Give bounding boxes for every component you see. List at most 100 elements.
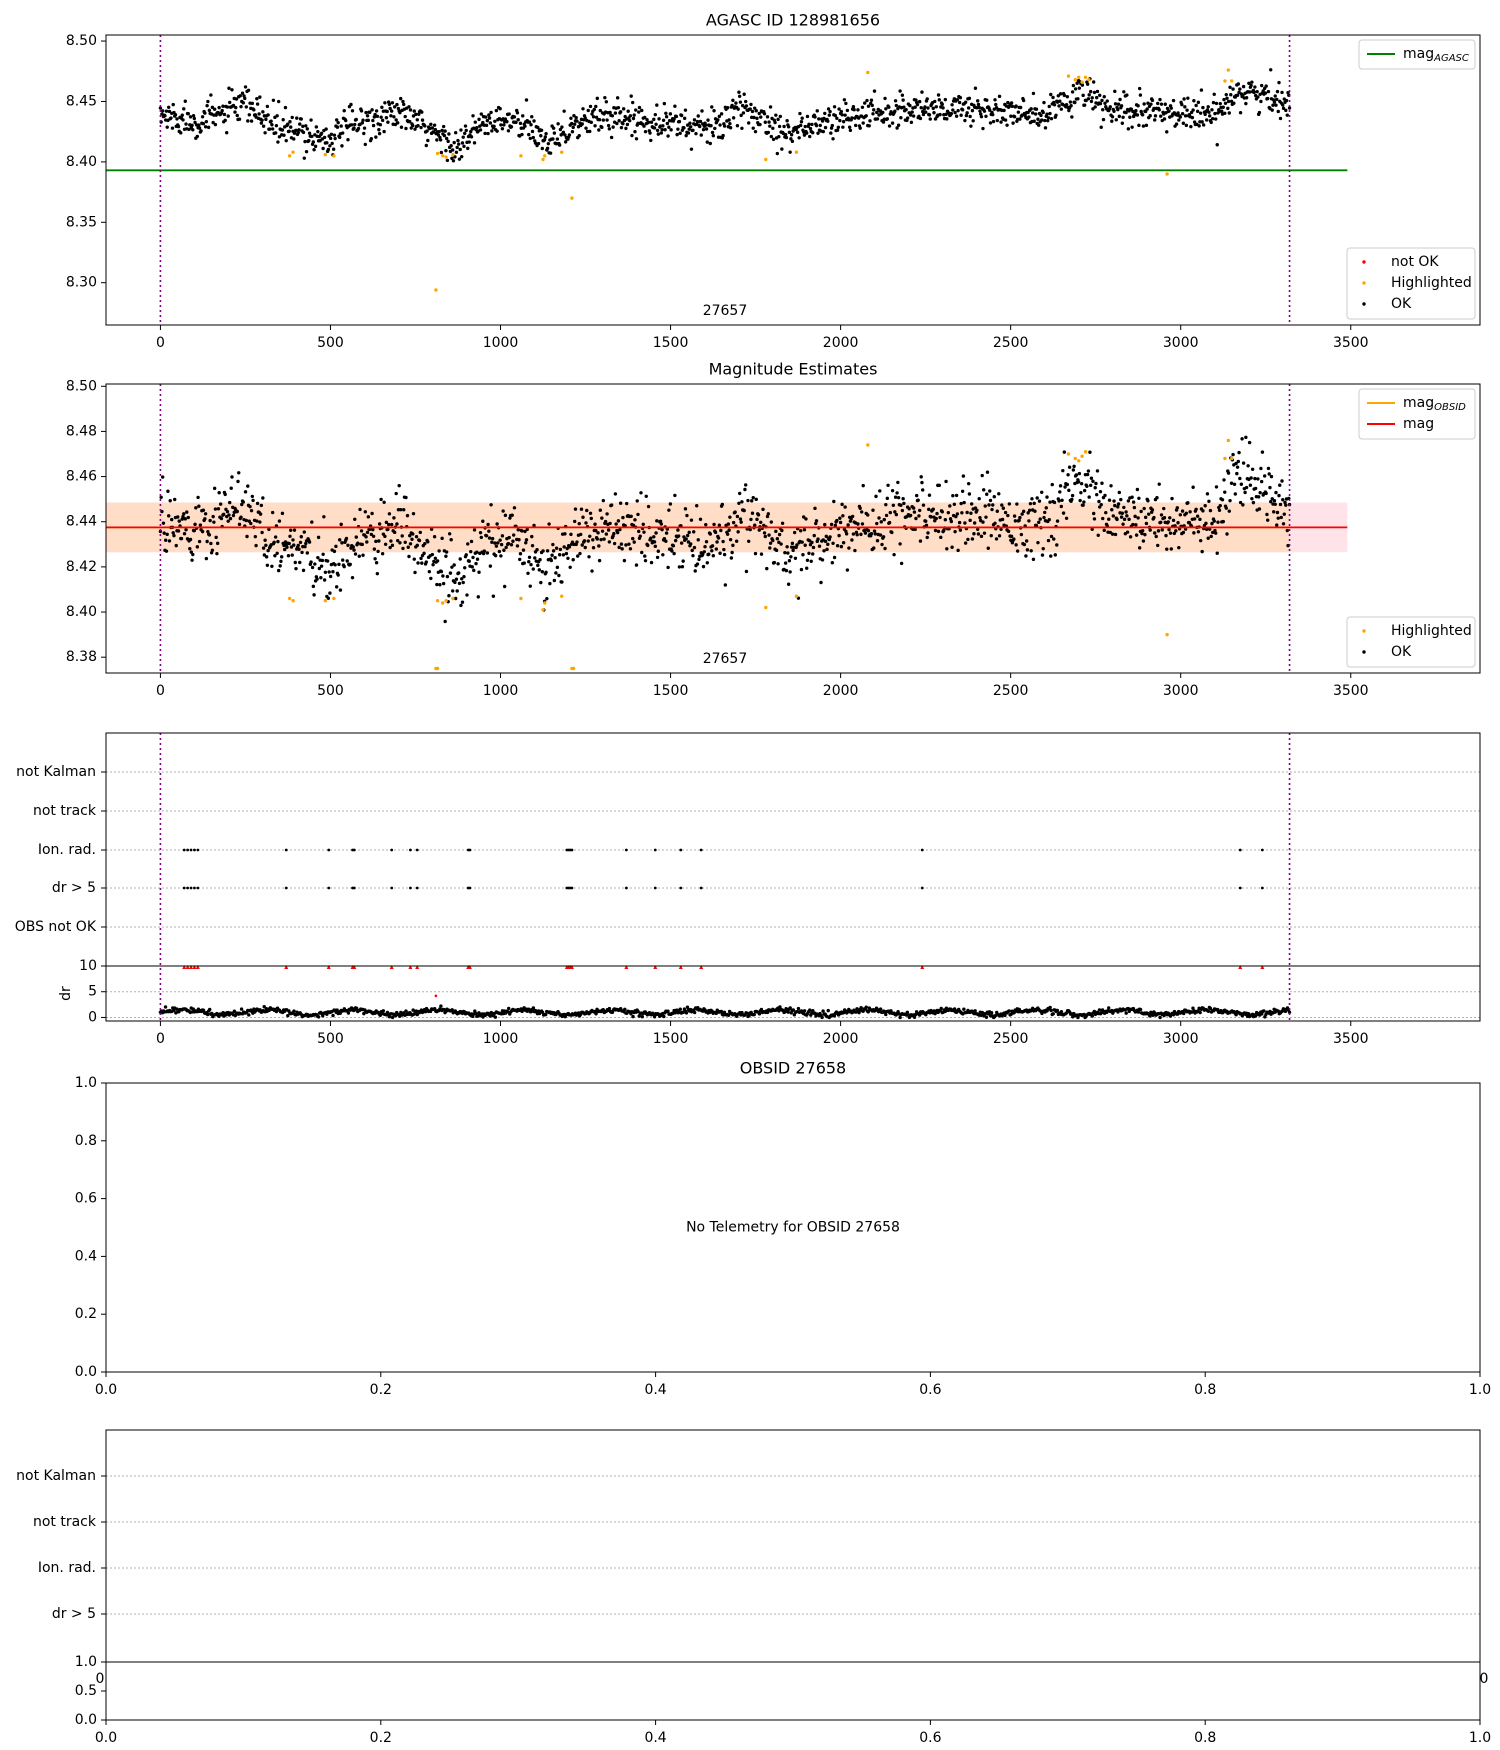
data-point-ok bbox=[279, 555, 284, 559]
data-point-ok bbox=[225, 105, 230, 109]
data-point-ok bbox=[312, 148, 316, 152]
data-point-ok bbox=[856, 108, 860, 112]
data-point-ok bbox=[919, 475, 923, 479]
data-point-ok bbox=[1279, 515, 1283, 520]
data-point-ok bbox=[267, 127, 272, 131]
data-point-ok bbox=[805, 114, 810, 119]
data-point-ok bbox=[880, 542, 884, 547]
data-point-ok bbox=[666, 134, 670, 138]
data-point-ok bbox=[896, 495, 901, 500]
data-point-ok bbox=[769, 134, 774, 139]
data-point-ok bbox=[170, 517, 174, 522]
dr-point bbox=[640, 1015, 644, 1019]
data-point-ok bbox=[829, 131, 833, 135]
data-point-ok bbox=[882, 517, 886, 522]
x-tick-label: 1000 bbox=[483, 335, 519, 351]
data-point-ok bbox=[783, 561, 788, 565]
x-tick-label: 1000 bbox=[483, 1031, 519, 1047]
data-point-ok bbox=[311, 140, 316, 144]
data-point-ok bbox=[588, 534, 592, 538]
data-point-ok bbox=[291, 538, 295, 542]
data-point-ok bbox=[332, 133, 337, 137]
data-point-ok bbox=[1188, 510, 1192, 514]
data-point-ok bbox=[529, 562, 533, 567]
data-point-ok bbox=[856, 116, 861, 120]
data-point-ok bbox=[380, 105, 384, 109]
data-point-ok bbox=[1099, 502, 1103, 507]
data-point-ok bbox=[488, 564, 493, 568]
data-point-ok bbox=[762, 112, 767, 116]
data-point-ok bbox=[352, 548, 356, 552]
data-point-ok bbox=[239, 515, 243, 519]
data-point-ok bbox=[701, 564, 706, 569]
data-point-ok bbox=[1208, 508, 1213, 513]
data-point-ok bbox=[1095, 469, 1100, 473]
data-point-ok bbox=[1199, 88, 1204, 92]
data-point-ok bbox=[392, 115, 396, 119]
data-point-ok bbox=[844, 101, 848, 106]
data-point-ok bbox=[275, 551, 279, 556]
data-point-ok bbox=[1222, 97, 1226, 102]
data-point-ok bbox=[1040, 490, 1044, 494]
data-point-ok bbox=[712, 109, 716, 113]
data-point-ok bbox=[1073, 87, 1078, 91]
flag-point bbox=[1238, 886, 1242, 890]
data-point-ok bbox=[504, 545, 508, 550]
data-point-ok bbox=[927, 493, 932, 497]
data-point-ok bbox=[1107, 517, 1111, 521]
data-point-ok bbox=[1255, 89, 1259, 94]
data-point-ok bbox=[1070, 497, 1074, 502]
data-point-ok bbox=[361, 118, 365, 122]
data-point-ok bbox=[604, 532, 609, 536]
data-point-ok bbox=[662, 536, 667, 541]
data-point-ok bbox=[243, 85, 248, 89]
dr-point bbox=[433, 1007, 437, 1011]
data-point-ok bbox=[518, 121, 523, 126]
data-point-ok bbox=[183, 99, 187, 103]
data-point-ok bbox=[1253, 85, 1257, 89]
data-point-ok bbox=[1196, 100, 1201, 105]
data-point-ok bbox=[441, 574, 445, 578]
data-point-ok bbox=[485, 551, 490, 555]
data-point-ok bbox=[1256, 95, 1260, 99]
data-point-ok bbox=[970, 537, 975, 541]
data-point-ok bbox=[853, 548, 857, 553]
data-point-ok bbox=[591, 115, 596, 119]
data-point-ok bbox=[417, 538, 422, 543]
data-point-ok bbox=[825, 547, 829, 552]
data-point-ok bbox=[580, 122, 584, 126]
data-point-ok bbox=[255, 519, 259, 523]
data-point-ok bbox=[346, 543, 350, 547]
data-point-ok bbox=[957, 520, 962, 525]
data-point-ok bbox=[1126, 127, 1131, 131]
data-point-ok bbox=[416, 561, 420, 565]
data-point-ok bbox=[656, 549, 661, 553]
y-tick-label: 0.0 bbox=[75, 1364, 97, 1380]
data-point-ok bbox=[387, 102, 392, 107]
data-point-ok bbox=[522, 561, 526, 565]
data-point-ok bbox=[668, 112, 673, 116]
data-point-ok bbox=[654, 531, 658, 535]
data-point-ok bbox=[459, 603, 463, 608]
data-point-ok bbox=[1003, 510, 1008, 515]
data-point-ok bbox=[316, 555, 320, 560]
data-point-ok bbox=[512, 115, 517, 119]
data-point-ok bbox=[944, 479, 948, 484]
data-point-ok bbox=[1063, 485, 1067, 489]
data-point-ok bbox=[618, 501, 623, 505]
data-point-ok bbox=[165, 125, 169, 129]
data-point-ok bbox=[713, 126, 717, 131]
data-point-ok bbox=[736, 530, 740, 534]
data-point-ok bbox=[1067, 465, 1072, 469]
x-tick-label: 2500 bbox=[993, 683, 1029, 699]
data-point-ok bbox=[425, 129, 429, 133]
y-tick-label: 0.0 bbox=[75, 1712, 97, 1728]
data-point-highlighted bbox=[440, 154, 445, 158]
data-point-ok bbox=[454, 577, 459, 581]
data-point-ok bbox=[384, 116, 389, 120]
dr-point bbox=[331, 1013, 335, 1018]
data-point-ok bbox=[1256, 495, 1261, 499]
data-point-ok bbox=[226, 114, 230, 118]
data-point-ok bbox=[689, 147, 694, 151]
